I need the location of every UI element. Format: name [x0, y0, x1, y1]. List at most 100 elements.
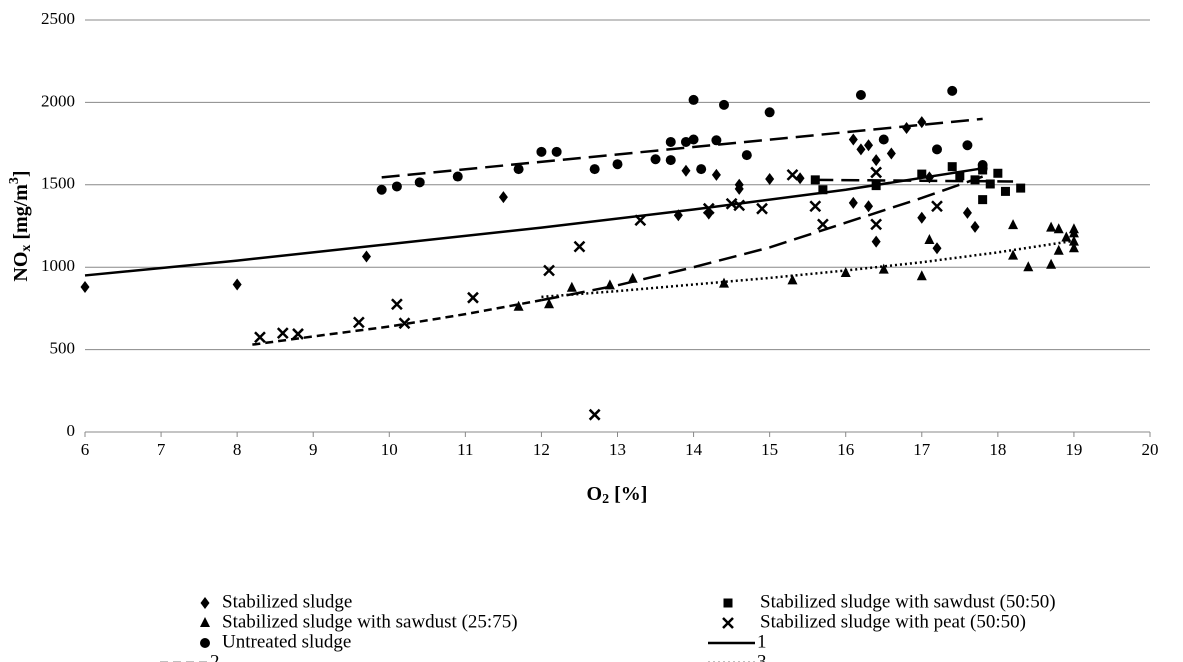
cross-marker	[722, 617, 734, 629]
triangle-marker	[1061, 231, 1072, 242]
cross-marker	[292, 328, 304, 340]
circle-marker	[741, 150, 752, 161]
x-tick-label: 20	[1142, 440, 1159, 459]
diamond-marker	[871, 235, 881, 248]
trend-line	[84, 167, 983, 277]
legend-label: Stabilized sludge with sawdust (25:75)	[222, 611, 518, 632]
diamond-marker	[917, 116, 927, 129]
triangle-marker	[924, 234, 935, 245]
square-marker	[955, 171, 965, 181]
legend-label: Stabilized sludge with peat (50:50)	[760, 611, 1026, 632]
cross-marker	[817, 218, 829, 231]
circle-marker	[764, 107, 775, 118]
y-tick-label: 0	[67, 421, 76, 440]
circle-marker	[665, 136, 676, 147]
x-tick-label: 7	[157, 440, 166, 459]
diamond-marker	[711, 168, 721, 181]
x-tick-label: 14	[685, 440, 703, 459]
cross-marker	[254, 331, 266, 344]
y-title-part: NO	[10, 252, 32, 282]
cross-marker	[931, 200, 943, 213]
triangle-marker	[544, 298, 555, 309]
y-title-part: [mg/m	[10, 184, 32, 245]
square-marker	[1000, 186, 1010, 196]
triangle-marker	[840, 266, 851, 277]
diamond-marker	[917, 211, 927, 224]
trend-line	[252, 298, 542, 346]
x-title-part: [%]	[609, 483, 647, 505]
circle-marker	[513, 164, 524, 175]
cross-marker	[398, 317, 411, 330]
circle-marker	[962, 140, 973, 151]
cross-marker	[573, 240, 586, 253]
cross-marker	[467, 291, 479, 304]
x-title-part: O	[587, 483, 603, 505]
diamond-marker	[902, 121, 912, 134]
y-tick-label: 1500	[41, 174, 75, 193]
triangle-marker	[719, 277, 729, 288]
triangle-marker	[1053, 223, 1064, 234]
diamond-marker	[734, 182, 744, 195]
circle-marker	[932, 144, 942, 155]
diamond-marker	[871, 154, 881, 167]
trend-line	[815, 178, 1014, 183]
square-marker	[723, 598, 733, 608]
cross-marker	[786, 169, 799, 181]
y-title-sub: x	[19, 245, 34, 252]
x-axis-title: O2 [%]	[587, 483, 648, 508]
cross-marker	[276, 327, 289, 340]
circle-marker	[551, 146, 562, 157]
x-tick-label: 18	[989, 440, 1006, 459]
diamond-marker	[795, 172, 805, 185]
legend-label: Stabilized sludge	[222, 591, 352, 612]
diamond-marker	[848, 133, 858, 146]
trend-line	[541, 175, 984, 302]
triangle-marker	[1046, 221, 1057, 232]
cross-marker	[870, 218, 883, 231]
legend-label: Stabilized sludge with sawdust (50:50)	[760, 591, 1056, 612]
diamond-marker	[681, 164, 691, 177]
x-tick-label: 19	[1065, 440, 1082, 459]
cross-marker	[809, 200, 822, 213]
x-tick-label: 10	[381, 440, 398, 459]
circle-marker	[680, 136, 691, 147]
y-tick-label: 500	[50, 339, 76, 358]
triangle-marker	[1068, 235, 1079, 246]
x-title-sub: 2	[602, 492, 609, 507]
square-marker	[947, 162, 957, 172]
circle-marker	[391, 181, 402, 192]
trend-line	[381, 117, 983, 179]
cross-marker	[588, 408, 601, 421]
y-tick-label: 2000	[41, 91, 75, 110]
circle-marker	[878, 134, 889, 145]
diamond-marker	[932, 242, 942, 255]
circle-marker	[719, 99, 729, 110]
circle-marker	[855, 89, 866, 100]
circle-marker	[688, 134, 699, 145]
circle-marker	[711, 135, 722, 146]
square-marker	[993, 168, 1003, 178]
legend-label: 2	[210, 651, 220, 662]
x-tick-label: 8	[233, 440, 242, 459]
triangle-marker	[1046, 258, 1057, 269]
diamond-marker	[765, 173, 775, 186]
diamond-marker	[970, 220, 980, 233]
diamond-marker	[361, 250, 371, 263]
square-marker	[985, 179, 995, 189]
circle-marker	[536, 146, 547, 157]
circle-marker	[376, 184, 387, 195]
diamond-marker	[864, 139, 874, 152]
circle-marker	[612, 159, 623, 170]
trend-line	[541, 239, 1075, 299]
circle-marker	[452, 171, 463, 182]
triangle-marker	[513, 300, 524, 311]
triangle-marker	[1053, 244, 1064, 255]
y-title-part: ]	[10, 170, 32, 177]
legend-label: Untreated sludge	[222, 631, 351, 652]
cross-marker	[756, 202, 768, 215]
diamond-marker	[856, 143, 866, 156]
square-marker	[917, 169, 927, 179]
diamond-marker	[886, 147, 896, 160]
cross-marker	[391, 298, 403, 311]
triangle-marker	[566, 281, 577, 292]
